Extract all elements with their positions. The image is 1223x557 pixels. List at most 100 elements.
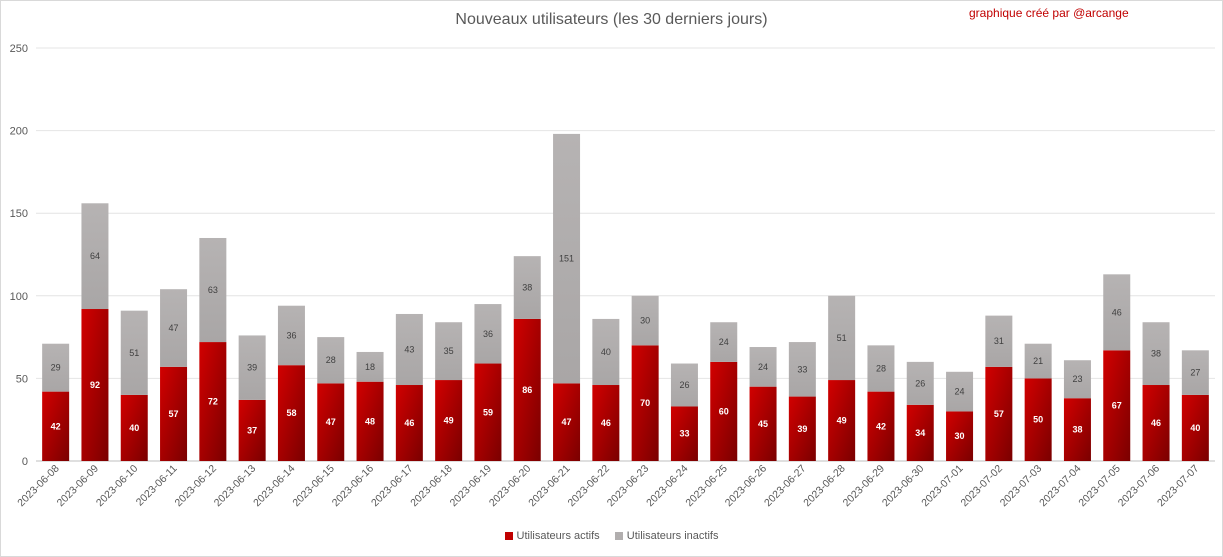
bar-active (120, 394, 148, 461)
bar-active (1142, 385, 1170, 461)
data-label-active: 46 (404, 418, 414, 428)
data-label-active: 58 (286, 408, 296, 418)
data-label-inactive: 63 (208, 285, 218, 295)
bar-active (710, 361, 738, 461)
data-label-active: 40 (1190, 423, 1200, 433)
data-label-active: 60 (719, 406, 729, 416)
data-label-inactive: 51 (837, 333, 847, 343)
data-label-inactive: 27 (1190, 368, 1200, 378)
data-label-active: 34 (915, 428, 925, 438)
bar-inactive (199, 237, 227, 343)
legend-swatch-inactive (614, 532, 623, 540)
data-label-inactive: 21 (1033, 356, 1043, 366)
data-label-active: 72 (208, 397, 218, 407)
y-tick-label: 250 (10, 43, 28, 55)
y-tick-label: 0 (22, 456, 28, 468)
data-label-inactive: 38 (1151, 349, 1161, 359)
bar-inactive (277, 305, 305, 366)
bar-active (395, 385, 423, 461)
data-label-active: 92 (90, 380, 100, 390)
bar-active (985, 366, 1013, 461)
y-tick-label: 200 (10, 126, 28, 138)
bar-active (81, 309, 109, 461)
data-label-inactive: 23 (1072, 374, 1082, 384)
data-label-inactive: 33 (797, 364, 807, 374)
data-label-active: 30 (955, 431, 965, 441)
data-label-inactive: 24 (955, 387, 965, 397)
bar-active (828, 380, 856, 461)
bar-active (513, 318, 541, 461)
data-label-inactive: 36 (483, 329, 493, 339)
data-label-active: 42 (876, 421, 886, 431)
data-label-inactive: 18 (365, 362, 375, 372)
data-label-active: 50 (1033, 415, 1043, 425)
bar-inactive (238, 335, 266, 400)
data-label-inactive: 151 (559, 254, 574, 264)
bar-active (474, 363, 502, 461)
bar-active (906, 404, 934, 461)
legend-item-inactive: Utilisateurs inactifs (614, 530, 719, 542)
bar-inactive (160, 289, 188, 367)
bar-inactive (592, 318, 620, 386)
data-label-inactive: 39 (247, 363, 257, 373)
data-label-active: 67 (1112, 401, 1122, 411)
legend-label-inactive: Utilisateurs inactifs (626, 530, 719, 542)
bar-active (356, 381, 384, 461)
legend-item-active: Utilisateurs actifs (504, 530, 600, 542)
data-label-active: 40 (129, 423, 139, 433)
chart-legend: Utilisateurs actifs Utilisateurs inactif… (0, 530, 1223, 543)
bar-active (1181, 394, 1209, 461)
bar-active (317, 383, 345, 461)
data-label-inactive: 51 (129, 348, 139, 358)
x-tick-label: 2023-06-10 (94, 463, 141, 510)
bar-inactive (120, 310, 148, 395)
bar-inactive (788, 342, 816, 397)
bar-active (1103, 350, 1131, 461)
y-tick-label: 100 (10, 291, 28, 303)
data-label-active: 86 (522, 385, 532, 395)
bar-inactive (985, 315, 1013, 367)
bar-inactive (670, 363, 698, 407)
bar-active (160, 366, 188, 461)
data-label-inactive: 47 (169, 323, 179, 333)
legend-swatch-active (504, 532, 513, 540)
x-tick-label: 2023-07-07 (1155, 463, 1202, 510)
data-label-active: 49 (444, 416, 454, 426)
data-label-inactive: 31 (994, 336, 1004, 346)
bar-inactive (1103, 274, 1131, 351)
bar-inactive (435, 322, 463, 381)
data-label-active: 39 (797, 424, 807, 434)
data-label-active: 42 (51, 421, 61, 431)
bar-inactive (42, 343, 70, 392)
data-label-active: 47 (326, 417, 336, 427)
data-label-inactive: 29 (51, 363, 61, 373)
bar-inactive (356, 351, 384, 382)
data-label-inactive: 36 (286, 330, 296, 340)
data-label-inactive: 40 (601, 347, 611, 357)
bar-inactive (513, 256, 541, 319)
bar-inactive (1063, 360, 1091, 399)
data-label-active: 46 (601, 418, 611, 428)
bar-inactive (317, 337, 345, 384)
data-label-active: 37 (247, 425, 257, 435)
data-label-active: 45 (758, 419, 768, 429)
chart-credit: graphique créé par @arcange (969, 6, 1129, 20)
data-label-active: 38 (1072, 425, 1082, 435)
data-label-active: 48 (365, 416, 375, 426)
bar-inactive (906, 361, 934, 405)
data-label-inactive: 64 (90, 251, 100, 261)
bar-active (631, 345, 659, 461)
bar-inactive (631, 295, 659, 346)
bar-inactive (828, 295, 856, 381)
bar-active (749, 386, 777, 461)
data-label-inactive: 46 (1112, 307, 1122, 317)
y-tick-label: 50 (16, 373, 28, 385)
bar-inactive (395, 313, 423, 386)
bar-active (670, 406, 698, 461)
bar-inactive (553, 133, 581, 384)
chart-title: Nouveaux utilisateurs (les 30 derniers j… (455, 11, 768, 28)
legend-label-active: Utilisateurs actifs (516, 530, 600, 542)
data-label-inactive: 24 (758, 362, 768, 372)
data-label-active: 59 (483, 407, 493, 417)
